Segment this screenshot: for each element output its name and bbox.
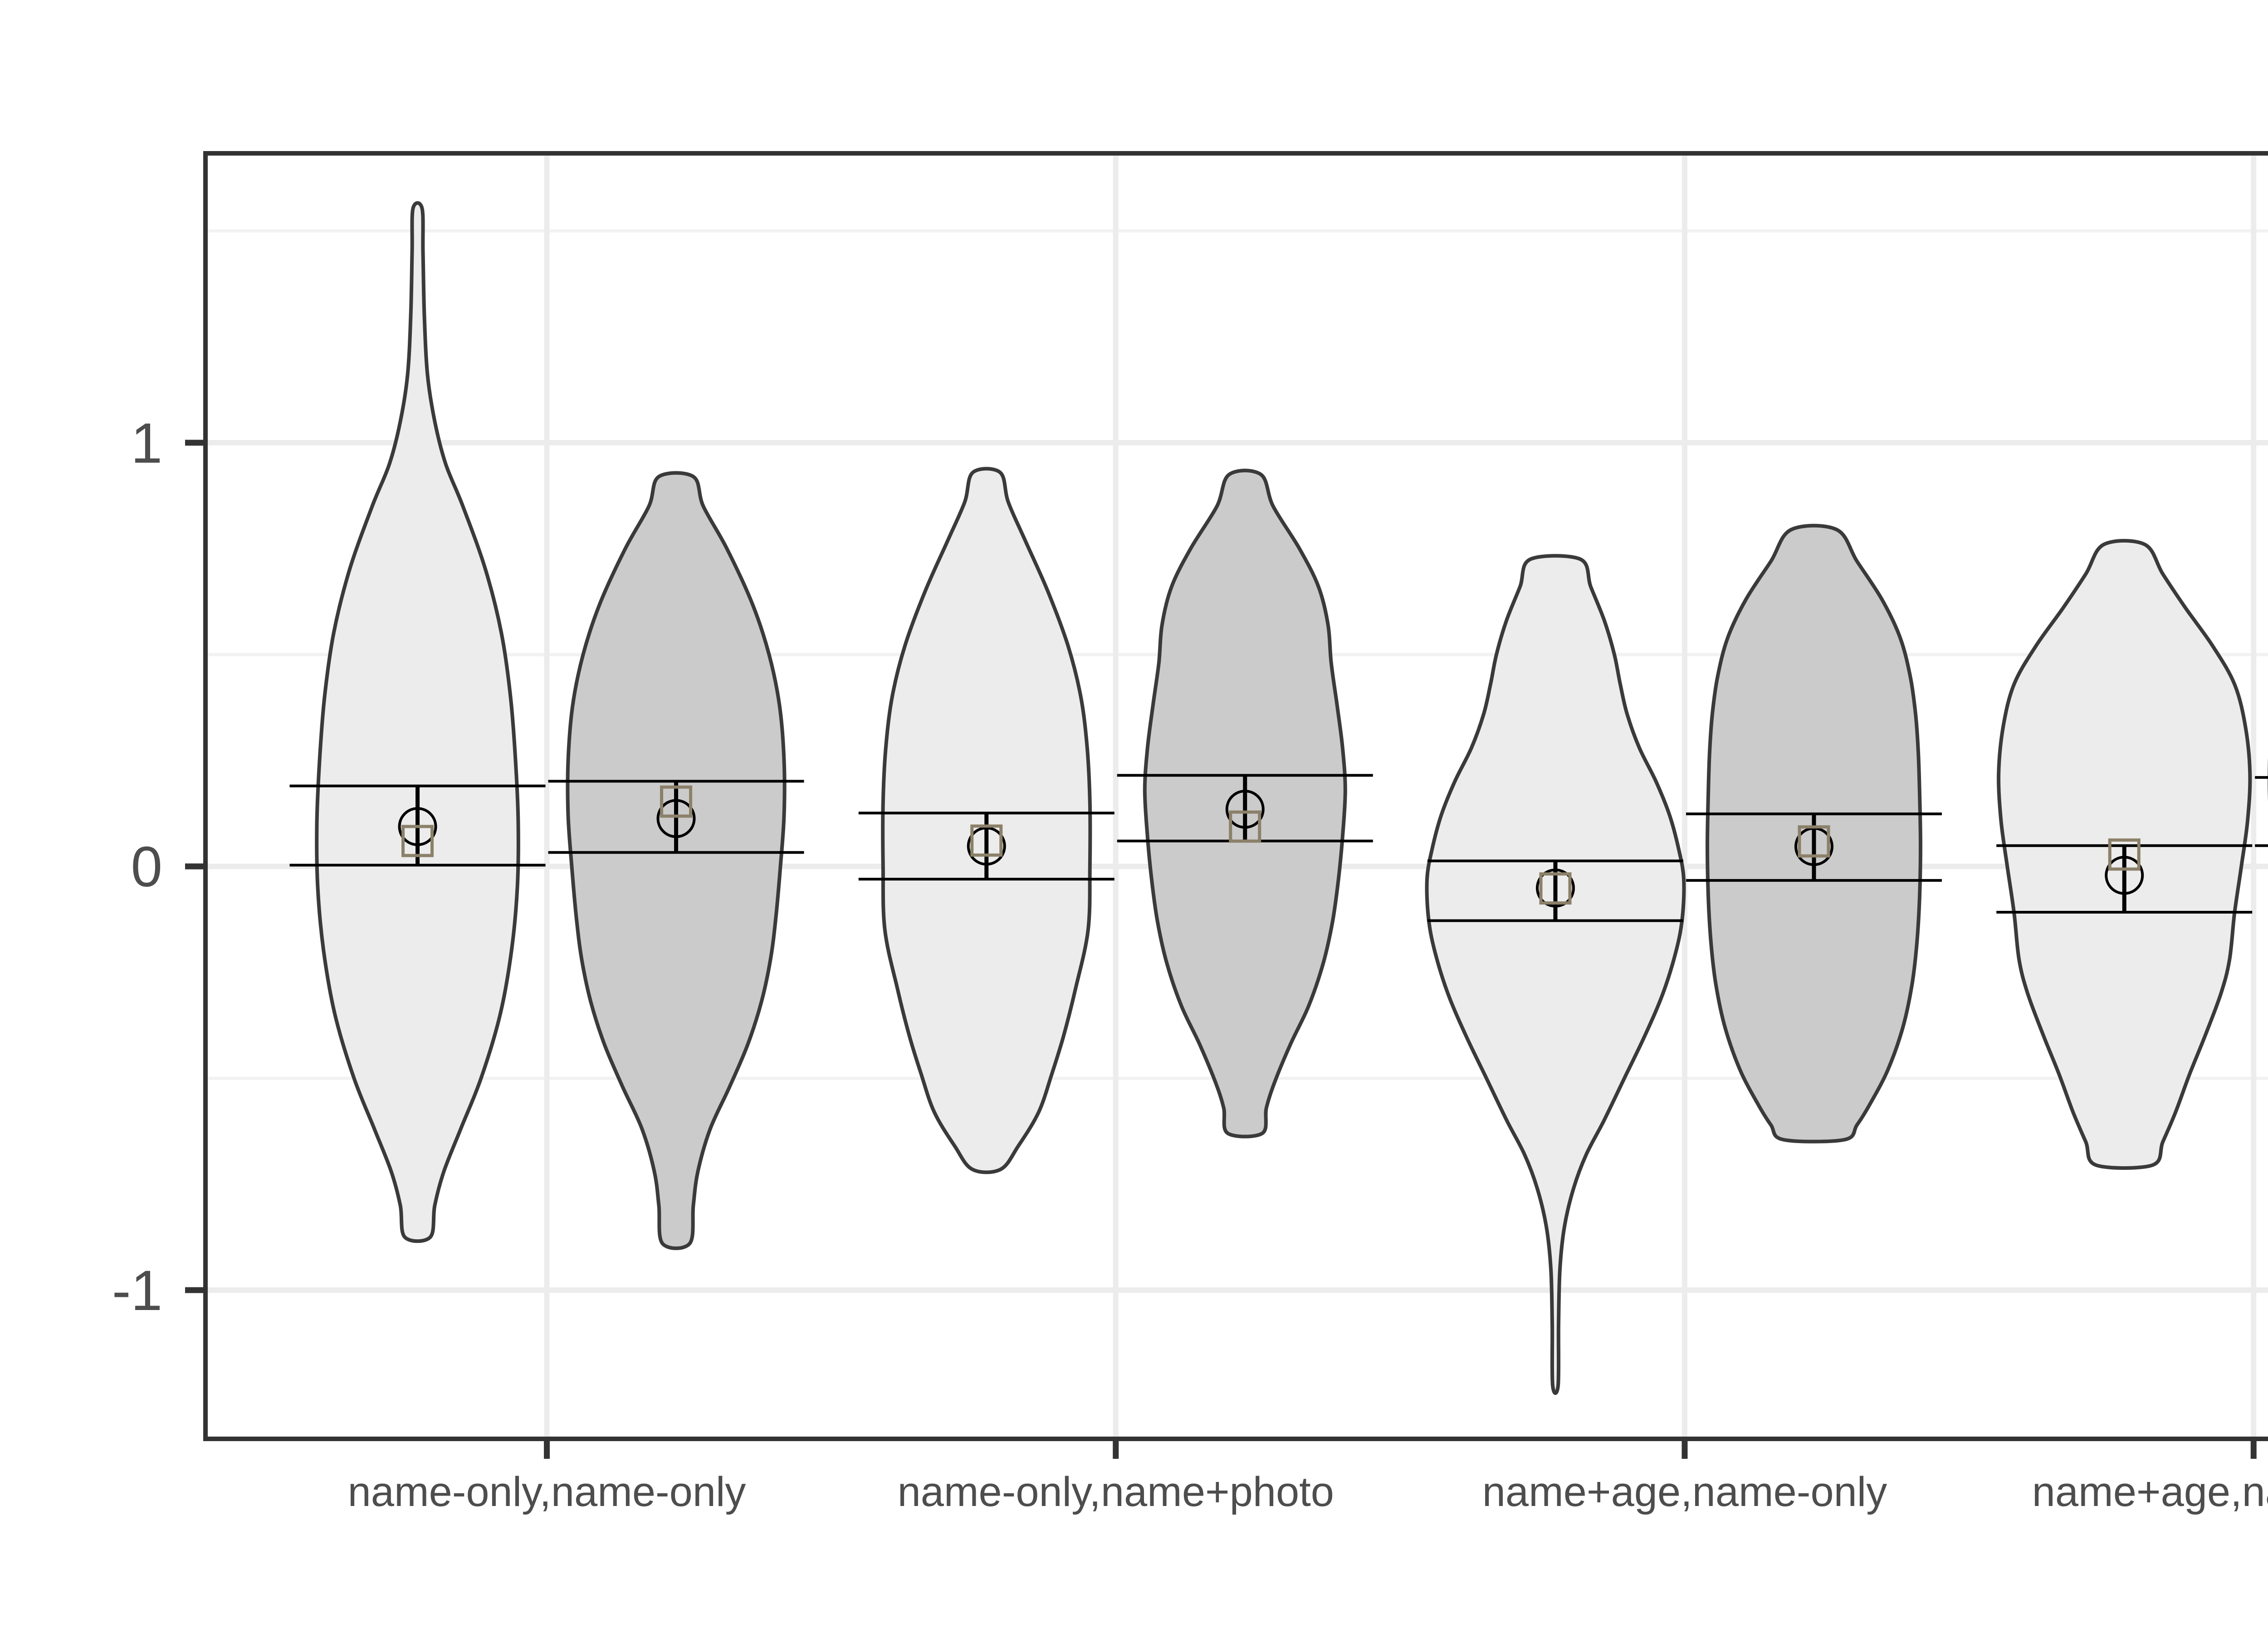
mean-circle-marker-1 [656, 799, 696, 838]
x-axis-category-label-2: name+age,name-only [1482, 1469, 1887, 1515]
mean-circle-marker-4 [1536, 868, 1575, 908]
aux-square-marker-1 [660, 785, 693, 818]
y-axis-label-1: 1 [131, 412, 162, 475]
x-axis-category-label-0: name-only,name-only [348, 1469, 746, 1515]
aux-square-marker-3 [1229, 810, 1261, 843]
aux-square-marker-6 [2108, 838, 2141, 871]
violin-old-2 [1425, 554, 1686, 1395]
mean-circle-marker-3 [1225, 789, 1265, 829]
mean-circle-marker-6 [2105, 856, 2144, 895]
aux-square-marker-0 [401, 825, 434, 857]
aux-square-marker-4 [1539, 872, 1572, 905]
violin-yng-0 [566, 471, 787, 1250]
aux-square-marker-5 [1798, 825, 1830, 858]
y-axis-label-0: 0 [131, 836, 162, 899]
mean-circle-marker-2 [967, 826, 1006, 866]
x-axis-category-label-3: name+age,name+photo [2032, 1469, 2268, 1515]
mean-circle-marker-0 [398, 807, 437, 846]
x-axis-category-label-1: name-only,name+photo [898, 1469, 1334, 1515]
y-axis-label--1: -1 [112, 1259, 162, 1322]
aux-square-marker-2 [970, 824, 1003, 857]
violin-old-0 [315, 201, 520, 1243]
